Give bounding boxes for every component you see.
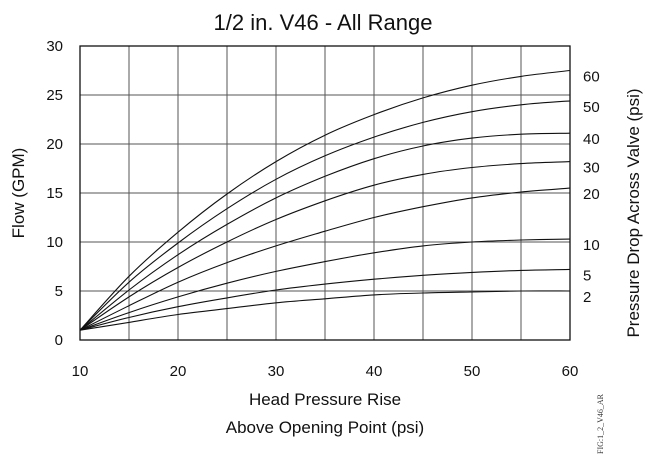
y-tick-label: 30 [46,38,63,55]
x-axis-label-line2: Above Opening Point (psi) [226,418,424,437]
y-tick-label: 0 [55,332,63,349]
series-label-5: 5 [583,267,591,284]
series-label-10: 10 [583,237,600,254]
y-tick-label: 15 [46,185,63,202]
grid-lines [79,45,571,341]
chart-title: 1/2 in. V46 - All Range [214,10,433,35]
series-label-60: 60 [583,69,600,86]
series-labels: 60 50 40 30 20 10 5 2 [583,69,600,307]
figure-id: FIG:1_2_V46_AR [596,393,605,454]
tick-labels: 10 20 30 40 50 60 0 5 10 15 20 25 30 [46,38,578,380]
y-tick-label: 5 [55,283,63,300]
y2-axis-label: Pressure Drop Across Valve (psi) [624,88,643,337]
plot-frame [79,45,571,341]
x-tick-label: 20 [170,363,187,380]
y-tick-label: 25 [46,87,63,104]
series-line-20 [79,187,571,331]
y-tick-label: 20 [46,136,63,153]
x-tick-label: 40 [366,363,383,380]
series-label-50: 50 [583,99,600,116]
x-tick-label: 10 [72,363,89,380]
series-line-2 [79,290,571,331]
series-line-5 [79,268,571,331]
y-tick-label: 10 [46,234,63,251]
series-line-30 [79,161,571,331]
x-tick-label: 50 [464,363,481,380]
series-line-40 [79,132,571,331]
series-line-10 [79,238,571,331]
series-line-60 [79,69,571,331]
x-axis-label-line1: Head Pressure Rise [249,390,401,409]
x-tick-label: 60 [562,363,579,380]
x-tick-label: 30 [268,363,285,380]
curves [79,69,571,331]
series-label-30: 30 [583,160,600,177]
series-label-40: 40 [583,131,600,148]
series-label-2: 2 [583,289,591,306]
series-label-20: 20 [583,186,600,203]
y-axis-label: Flow (GPM) [9,148,28,239]
series-line-50 [79,100,571,331]
